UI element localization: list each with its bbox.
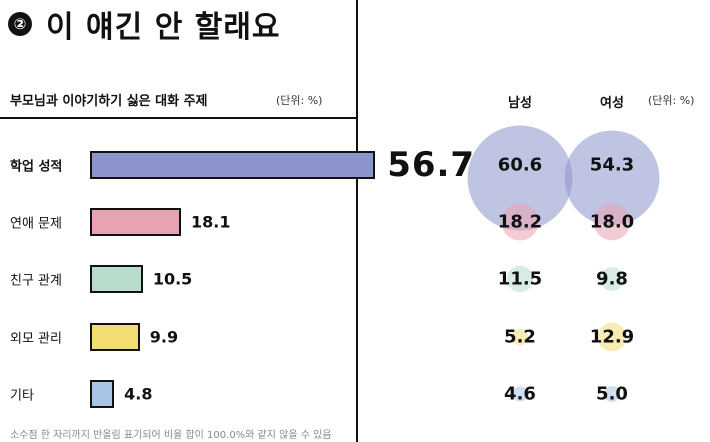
chart-title-wrap: ② 이 얘긴 안 할래요 — [8, 2, 281, 46]
female-value-label: 5.0 — [596, 383, 628, 405]
category-label: 학업 성적 — [10, 159, 63, 175]
unit-label-left: (단위: %) — [276, 94, 323, 107]
female-bubble — [597, 322, 627, 352]
section-number-badge: ② — [8, 12, 32, 36]
bar — [90, 265, 143, 293]
male-bubble — [512, 386, 528, 402]
male-bubble — [501, 203, 539, 241]
unit-label-right: (단위: %) — [648, 94, 695, 107]
header-divider — [0, 117, 356, 119]
female-bubble — [600, 267, 624, 291]
category-label: 외모 관리 — [10, 331, 62, 347]
male-value-label: 5.2 — [504, 326, 536, 348]
female-value-label: 54.3 — [589, 154, 635, 176]
female-bubble — [604, 386, 620, 402]
bar — [90, 323, 140, 351]
male-bubble — [506, 265, 534, 293]
male-value-label: 18.2 — [497, 211, 543, 233]
male-value-label: 60.6 — [497, 154, 543, 176]
female-value-label: 18.0 — [589, 211, 635, 233]
male-value-label: 4.6 — [504, 383, 536, 405]
female-bubble — [564, 130, 660, 226]
male-value-label: 11.5 — [497, 268, 543, 290]
bar — [90, 208, 182, 236]
male-bubble — [467, 125, 573, 231]
male-column-header: 남성 — [508, 96, 532, 111]
bar-value-label: 18.1 — [191, 212, 231, 232]
vertical-divider — [356, 0, 358, 442]
female-bubble — [593, 203, 631, 241]
bar-value-label: 56.7 — [387, 145, 476, 185]
bar — [90, 380, 115, 408]
chart-title: 이 얘긴 안 할래요 — [46, 10, 281, 45]
male-bubble — [511, 328, 529, 346]
footnote: 소수점 한 자리까지 반올림 표기되어 비율 합이 100.0%와 같지 않을 … — [10, 430, 332, 441]
female-column-header: 여성 — [600, 96, 624, 111]
chart-subtitle: 부모님과 이야기하기 싫은 대화 주제 — [10, 94, 208, 109]
category-label: 친구 관계 — [10, 273, 62, 289]
bar-value-label: 9.9 — [149, 327, 179, 347]
bar-value-label: 4.8 — [124, 384, 153, 404]
bar-value-label: 10.5 — [152, 269, 193, 289]
category-label: 기타 — [10, 388, 34, 404]
female-value-label: 12.9 — [589, 326, 635, 348]
category-label: 연애 문제 — [10, 216, 62, 232]
female-value-label: 9.8 — [596, 268, 628, 290]
bar — [90, 151, 376, 179]
